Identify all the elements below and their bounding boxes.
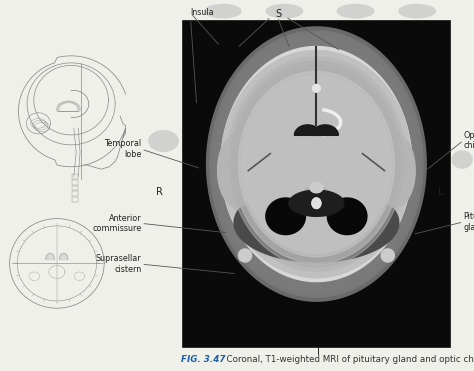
Polygon shape <box>249 84 383 244</box>
Text: L: L <box>438 187 444 197</box>
Polygon shape <box>294 125 321 135</box>
Text: Pituitary
gland: Pituitary gland <box>464 212 474 232</box>
Polygon shape <box>328 198 367 234</box>
Text: Temporal
lobe: Temporal lobe <box>104 139 141 159</box>
Polygon shape <box>266 198 305 234</box>
Bar <box>182 20 450 347</box>
Polygon shape <box>59 253 68 260</box>
Polygon shape <box>312 125 338 135</box>
Polygon shape <box>241 74 392 254</box>
Text: S: S <box>275 9 281 19</box>
Text: Coronal, T1-weighted MRI of pituitary gland and optic chiasm.: Coronal, T1-weighted MRI of pituitary gl… <box>221 355 474 364</box>
Polygon shape <box>249 84 383 244</box>
Polygon shape <box>312 198 321 209</box>
Polygon shape <box>221 46 412 282</box>
Bar <box>72 174 78 179</box>
Polygon shape <box>249 84 383 244</box>
Polygon shape <box>242 75 391 253</box>
Bar <box>72 186 78 190</box>
Polygon shape <box>234 184 399 262</box>
Text: Anterior
commissure: Anterior commissure <box>92 214 141 233</box>
Polygon shape <box>256 92 377 236</box>
Bar <box>72 197 78 202</box>
Polygon shape <box>376 134 415 207</box>
Polygon shape <box>233 65 400 263</box>
Polygon shape <box>210 31 423 297</box>
Ellipse shape <box>398 4 436 19</box>
Polygon shape <box>221 50 412 278</box>
Text: Suprasellar
cistern: Suprasellar cistern <box>96 255 141 274</box>
Polygon shape <box>46 253 55 260</box>
Ellipse shape <box>337 4 374 19</box>
Polygon shape <box>218 134 257 207</box>
Polygon shape <box>246 81 386 247</box>
Text: Optic
chiasm: Optic chiasm <box>464 131 474 150</box>
Polygon shape <box>381 249 394 262</box>
Text: R: R <box>155 187 163 197</box>
Polygon shape <box>241 74 392 254</box>
Bar <box>72 191 78 196</box>
Polygon shape <box>256 92 377 236</box>
Polygon shape <box>233 65 400 263</box>
Polygon shape <box>230 61 403 267</box>
Polygon shape <box>242 75 391 253</box>
Polygon shape <box>312 198 321 209</box>
Text: FIG. 3.47: FIG. 3.47 <box>181 355 226 364</box>
Polygon shape <box>238 249 252 262</box>
Polygon shape <box>239 73 393 256</box>
Polygon shape <box>289 190 344 216</box>
Polygon shape <box>310 182 323 193</box>
Ellipse shape <box>148 130 179 152</box>
Polygon shape <box>213 35 419 293</box>
Polygon shape <box>207 27 426 301</box>
Polygon shape <box>255 90 378 238</box>
Polygon shape <box>255 90 378 238</box>
Ellipse shape <box>451 150 473 169</box>
Ellipse shape <box>204 4 242 19</box>
Bar <box>72 180 78 185</box>
Polygon shape <box>227 57 406 271</box>
Polygon shape <box>300 186 333 215</box>
Polygon shape <box>238 71 394 257</box>
Polygon shape <box>246 81 386 247</box>
Text: Insula: Insula <box>191 9 214 17</box>
Ellipse shape <box>265 4 303 19</box>
Polygon shape <box>312 84 320 92</box>
Polygon shape <box>249 84 383 244</box>
Text: I: I <box>317 347 320 357</box>
